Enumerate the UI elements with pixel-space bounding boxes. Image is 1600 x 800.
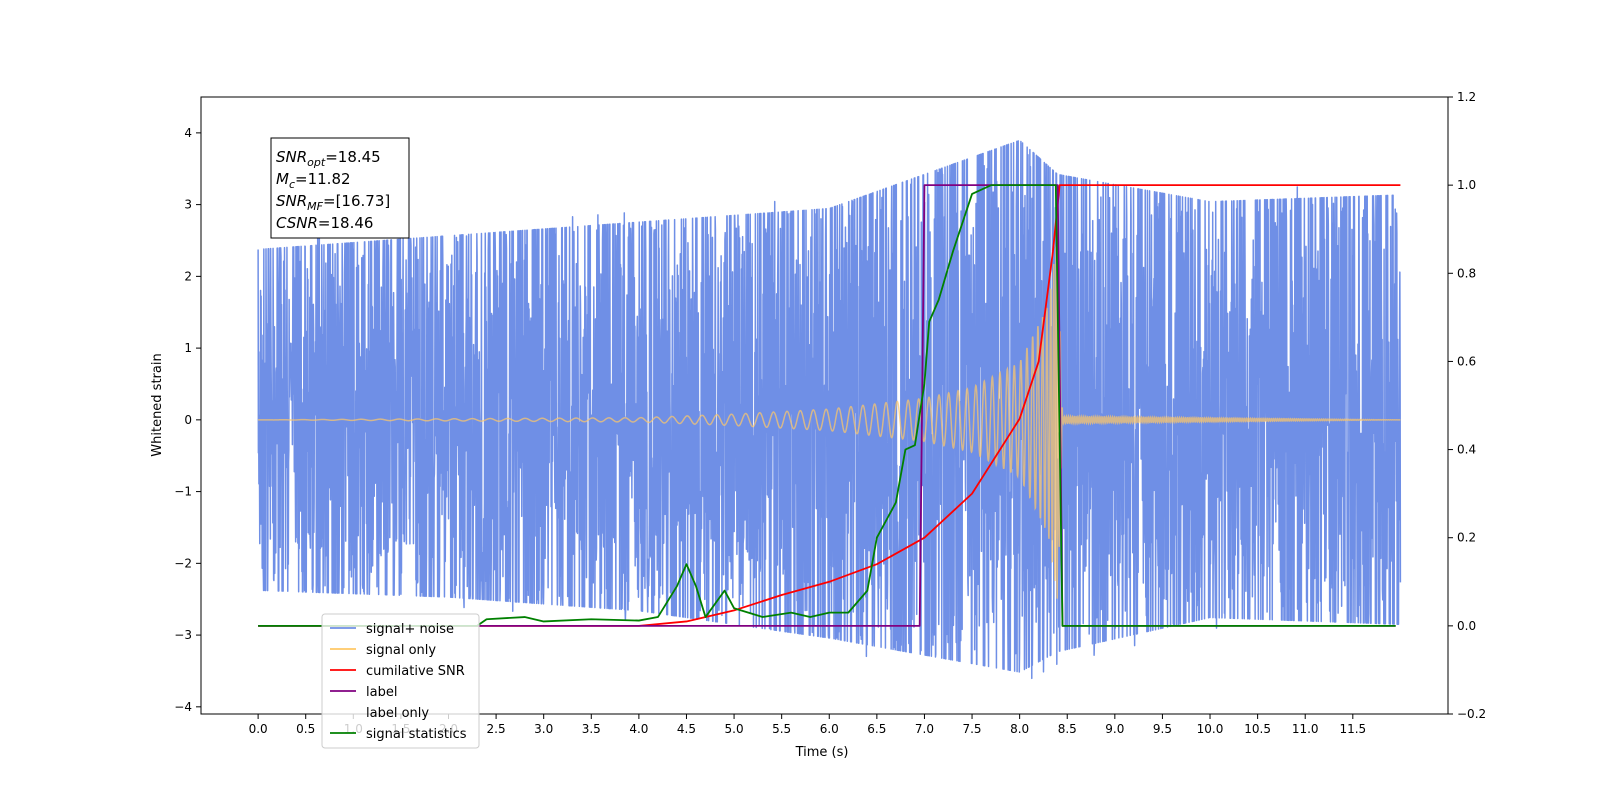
annotation-line: Mc=11.82 bbox=[276, 170, 351, 191]
x-tick-label: 7.5 bbox=[962, 722, 981, 736]
y-axis-left: −4 −3 −2 −1 0 1 2 3 4 bbox=[174, 126, 201, 714]
x-tick-label: 11.5 bbox=[1339, 722, 1366, 736]
legend-label: signal only bbox=[366, 643, 436, 658]
y2-tick-label: 0.8 bbox=[1457, 266, 1476, 280]
series-signal-statistics bbox=[258, 184, 1396, 627]
y-axis-right: −0.2 0.0 0.2 0.4 0.6 0.8 1.0 1.2 bbox=[1448, 90, 1486, 721]
annotation-line: CSNR=18.46 bbox=[276, 214, 373, 232]
annotation-value: =11.82 bbox=[295, 170, 351, 188]
series-signal-only bbox=[258, 246, 1401, 599]
x-tick-label: 3.5 bbox=[582, 722, 601, 736]
series-layer bbox=[257, 140, 1402, 680]
x-tick-label: 11.0 bbox=[1292, 722, 1319, 736]
x-tick-label: 9.0 bbox=[1105, 722, 1124, 736]
annotation-value: =[16.73] bbox=[323, 192, 390, 210]
x-tick-label: 5.5 bbox=[772, 722, 791, 736]
x-tick-label: 5.0 bbox=[725, 722, 744, 736]
y-tick-label: −4 bbox=[174, 700, 192, 714]
y-axis-title: Whitened strain bbox=[150, 353, 165, 456]
y2-tick-label: 0.2 bbox=[1457, 531, 1476, 545]
y2-tick-label: −0.2 bbox=[1457, 707, 1486, 721]
y-tick-label: 1 bbox=[184, 341, 192, 355]
plot-frame bbox=[200, 96, 1449, 715]
annotation-subscript: opt bbox=[307, 156, 326, 169]
annotation-line: SNRopt=18.45 bbox=[276, 148, 381, 169]
series-signal-noise bbox=[257, 140, 1402, 680]
series-cumilative-snr bbox=[258, 184, 1401, 627]
y-tick-label: 3 bbox=[184, 198, 192, 212]
y2-tick-label: 0.0 bbox=[1457, 619, 1476, 633]
y2-tick-label: 0.6 bbox=[1457, 354, 1476, 368]
y-tick-label: −3 bbox=[174, 628, 192, 642]
x-tick-label: 10.5 bbox=[1244, 722, 1271, 736]
annotation-line: SNRMF=[16.73] bbox=[276, 192, 390, 213]
legend-label: cumilative SNR bbox=[366, 664, 465, 679]
y2-tick-label: 1.2 bbox=[1457, 90, 1476, 104]
annotation-frame bbox=[270, 137, 410, 239]
x-tick-label: 7.0 bbox=[915, 722, 934, 736]
y2-tick-label: 1.0 bbox=[1457, 178, 1476, 192]
x-tick-label: 6.0 bbox=[820, 722, 839, 736]
annotation-subscript: c bbox=[289, 178, 295, 191]
annotation-symbol: M bbox=[276, 170, 289, 188]
legend-label: label bbox=[366, 685, 397, 700]
legend-label: signal statistics bbox=[366, 727, 467, 742]
x-tick-label: 0.0 bbox=[249, 722, 268, 736]
y-tick-label: −1 bbox=[174, 485, 192, 499]
legend-frame bbox=[321, 613, 480, 749]
annotation-symbol: SNR bbox=[276, 148, 307, 166]
annotation-symbol: SNR bbox=[276, 192, 307, 210]
legend-label: signal+ noise bbox=[366, 622, 454, 637]
x-tick-label: 4.0 bbox=[629, 722, 648, 736]
y-tick-label: −2 bbox=[174, 556, 192, 570]
x-tick-label: 10.0 bbox=[1197, 722, 1224, 736]
annotation-value: =18.45 bbox=[325, 148, 381, 166]
y-tick-label: 0 bbox=[184, 413, 192, 427]
x-tick-label: 4.5 bbox=[677, 722, 696, 736]
legend: signal+ noise signal only cumilative SNR la… bbox=[321, 613, 480, 749]
x-tick-label: 8.0 bbox=[1010, 722, 1029, 736]
y-tick-label: 4 bbox=[184, 126, 192, 140]
x-tick-label: 8.5 bbox=[1058, 722, 1077, 736]
y-tick-label: 2 bbox=[184, 269, 192, 283]
x-tick-label: 3.0 bbox=[534, 722, 553, 736]
annotation-subscript: MF bbox=[307, 200, 323, 213]
x-tick-label: 2.5 bbox=[487, 722, 506, 736]
x-tick-label: 0.5 bbox=[296, 722, 315, 736]
annotation-value: =18.46 bbox=[318, 214, 374, 232]
annotation-symbol: CSNR bbox=[276, 214, 318, 232]
x-axis-title: Time (s) bbox=[795, 745, 849, 760]
x-axis: 0.00.51.01.52.02.53.03.54.04.55.05.56.06… bbox=[249, 714, 1366, 736]
y2-tick-label: 0.4 bbox=[1457, 443, 1476, 457]
annotation-box: SNRopt=18.45Mc=11.82SNRMF=[16.73]CSNR=18… bbox=[270, 137, 410, 239]
legend-label: label only bbox=[366, 706, 429, 721]
x-tick-label: 9.5 bbox=[1153, 722, 1172, 736]
x-tick-label: 6.5 bbox=[867, 722, 886, 736]
